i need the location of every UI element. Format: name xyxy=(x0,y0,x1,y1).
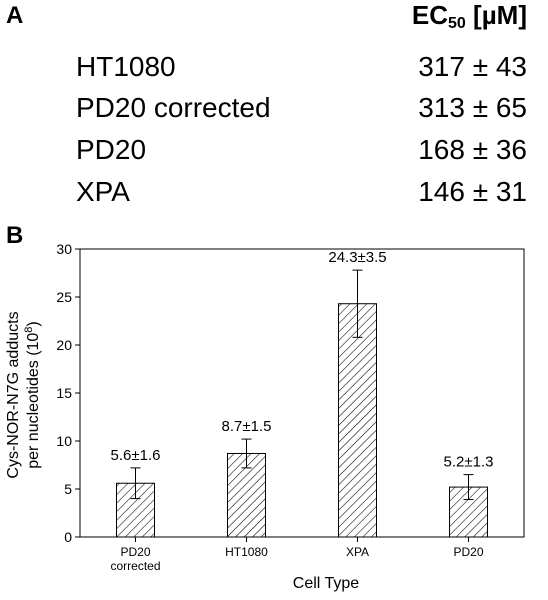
panel-b-label: B xyxy=(6,222,24,249)
ec50-header-unit: [µM] xyxy=(465,0,527,30)
cell-line-name: PD20 xyxy=(76,134,147,165)
bar-value-label: 8.7±1.5 xyxy=(222,418,272,435)
ec50-value: 146 ± 31 xyxy=(418,176,527,207)
bar-value-label: 24.3±3.5 xyxy=(328,249,386,266)
ec50-row: XPA 146 ± 31 xyxy=(76,172,527,212)
cell-line-name: HT1080 xyxy=(76,51,176,82)
y-tick-label: 0 xyxy=(64,529,72,545)
y-axis-title-line2-sup: 8 xyxy=(23,327,35,333)
y-tick-label: 30 xyxy=(56,241,72,257)
ec50-header-subscript: 50 xyxy=(448,15,466,32)
ec50-value: 313 ± 65 xyxy=(418,92,527,123)
ec50-value: 317 ± 43 xyxy=(418,51,527,82)
ec50-row: PD20 corrected 313 ± 65 xyxy=(76,88,527,128)
ec50-header: EC50 [µM] xyxy=(412,0,527,33)
y-tick-label: 20 xyxy=(56,337,72,353)
bar-value-label: 5.2±1.3 xyxy=(444,454,494,471)
bar-value-label: 5.6±1.6 xyxy=(111,447,161,464)
x-tick-label: PD20 xyxy=(120,545,150,559)
y-tick-label: 25 xyxy=(56,289,72,305)
y-axis-title-line2-text: per nucleotides (10 xyxy=(25,333,42,469)
x-tick-label: HT1080 xyxy=(225,545,268,559)
y-axis-title-line2-close: ) xyxy=(25,321,42,326)
ec50-row: PD20 168 ± 36 xyxy=(76,130,527,170)
ec50-header-text: EC xyxy=(411,0,449,30)
y-axis-title-line1: Cys-NOR-N7G adducts xyxy=(5,311,22,478)
ec50-row: HT1080 317 ± 43 xyxy=(76,47,527,87)
x-tick-label: XPA xyxy=(346,545,369,559)
y-axis-title-line2: per nucleotides (108) xyxy=(23,321,42,469)
x-tick-label: PD20 xyxy=(453,545,483,559)
y-tick-label: 5 xyxy=(64,481,72,497)
y-tick-label: 10 xyxy=(56,433,72,449)
y-tick-label: 15 xyxy=(56,385,72,401)
x-axis-title: Cell Type xyxy=(293,575,360,592)
panel-a-label: A xyxy=(6,2,24,29)
cell-line-name: PD20 corrected xyxy=(76,92,271,123)
ec50-value: 168 ± 36 xyxy=(418,134,527,165)
cell-line-name: XPA xyxy=(76,176,130,207)
x-tick-label: corrected xyxy=(110,559,160,573)
bar xyxy=(338,303,377,538)
